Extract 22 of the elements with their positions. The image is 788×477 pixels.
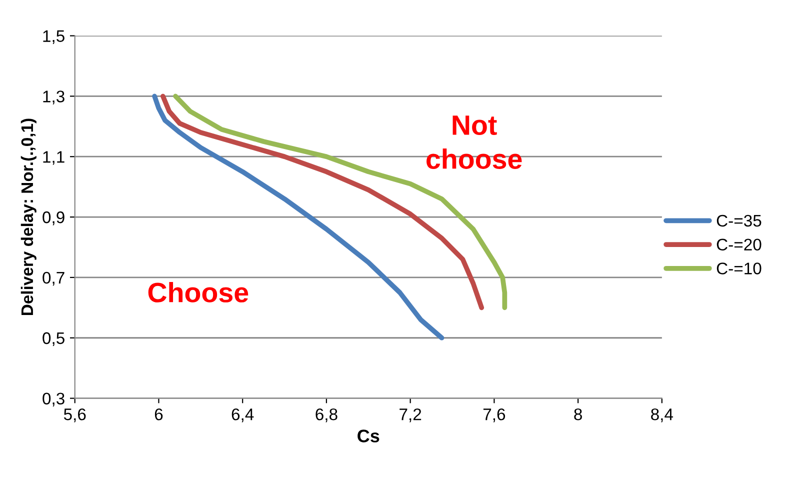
- x-tick-label: 8,4: [651, 408, 674, 422]
- y-tick-label: 1,5: [43, 30, 64, 44]
- y-tick-label: 0,5: [42, 332, 64, 346]
- y-tick-label: 0,9: [42, 211, 64, 226]
- annotation: Choose: [148, 282, 248, 302]
- x-tick-label: 5,6: [64, 408, 86, 422]
- annotation: Not choose: [426, 116, 522, 169]
- legend-label: C-=20: [716, 238, 762, 251]
- x-tick-label: 6,4: [232, 408, 254, 422]
- y-tick-label: 1,1: [43, 151, 64, 165]
- x-tick-label: 7,6: [483, 408, 506, 422]
- y-axis-title: Delivery delay: Nor.(.,0,1): [20, 118, 36, 316]
- x-tick-label: 6,8: [316, 408, 338, 422]
- x-tick-label: 7,2: [400, 408, 422, 422]
- y-tick-label: 1,3: [43, 90, 64, 104]
- x-tick-label: 8: [574, 408, 582, 420]
- legend-label: C-=10: [716, 262, 762, 274]
- y-tick-label: 0,3: [42, 392, 64, 406]
- y-tick-label: 0,7: [42, 272, 64, 286]
- legend-label: C-=35: [716, 214, 762, 227]
- x-tick-label: 6: [154, 408, 163, 420]
- x-axis-title: Cs: [358, 430, 380, 442]
